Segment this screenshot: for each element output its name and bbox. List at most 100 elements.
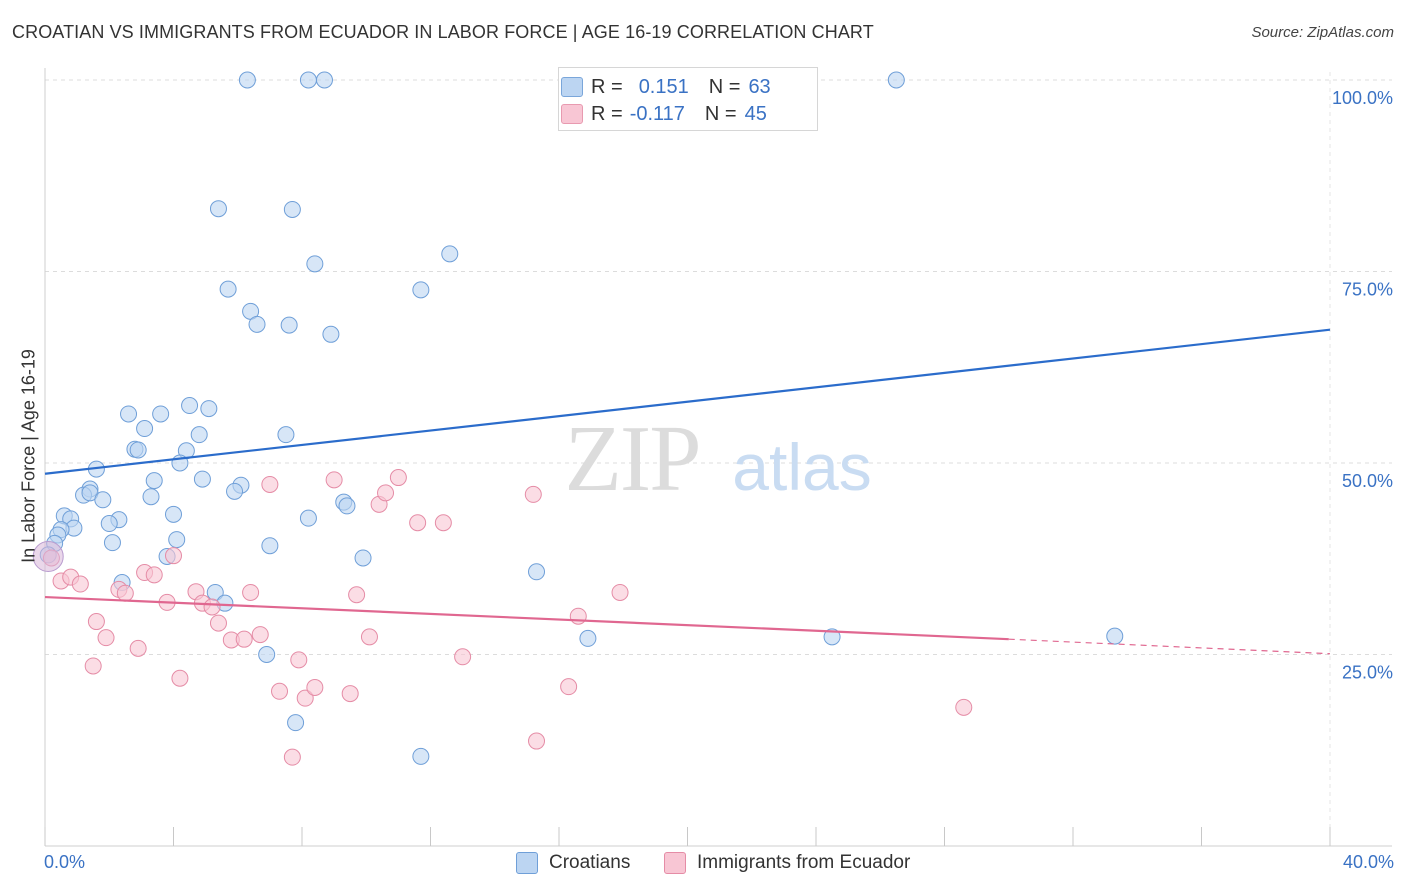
ecuador-point: [296, 689, 314, 707]
croatians-point: [277, 426, 295, 444]
croatians-point: [248, 315, 266, 333]
croatians-point: [412, 281, 430, 299]
r-label: R =: [591, 102, 623, 125]
ecuador-point: [71, 575, 89, 593]
ecuador-point: [434, 514, 452, 532]
legend-item-croatians: Croatians: [516, 852, 630, 874]
r-value: 0.151: [638, 75, 689, 98]
x-axis-min-label: 0.0%: [44, 852, 86, 872]
y-tick-label: 75.0%: [1342, 280, 1393, 300]
croatians-point: [258, 646, 276, 663]
legend-label-ecuador: Immigrants from Ecuador: [697, 852, 911, 873]
ecuador-point: [955, 698, 973, 716]
ecuador-point: [454, 648, 472, 666]
trend-lines: [44, 328, 1331, 655]
y-tick-label: 25.0%: [1342, 663, 1393, 683]
ecuador-point: [611, 583, 629, 601]
legend-label-croatians: Croatians: [549, 852, 631, 873]
croatians-point: [315, 71, 333, 89]
croatians-point: [338, 497, 356, 515]
ecuador-point: [360, 628, 378, 646]
ecuador-point: [528, 732, 546, 750]
croatians-point: [322, 325, 340, 343]
ecuador-point: [306, 678, 324, 696]
ecuador-point: [261, 475, 279, 493]
croatians-point: [209, 200, 227, 218]
ecuador-point: [116, 584, 134, 602]
croatians-point: [412, 747, 430, 765]
croatians-point: [1106, 627, 1124, 645]
croatians-point: [168, 531, 186, 549]
croatians-point: [354, 549, 372, 567]
croatians-trend-line: [44, 328, 1331, 475]
croatians-point: [579, 629, 597, 647]
ecuador-point: [409, 514, 427, 532]
cluster-point: [32, 540, 64, 572]
croatians-point: [226, 482, 244, 500]
croatians-point: [193, 470, 211, 488]
croatians-point: [103, 534, 121, 552]
croatians-point: [299, 509, 317, 527]
croatians-point: [181, 397, 199, 415]
y-axis-title: In Labor Force | Age 16-19: [18, 349, 39, 563]
stats-legend-row-croatians: R = 0.151 N = 63: [561, 74, 771, 100]
ecuador-point: [524, 485, 542, 503]
croatians-point: [142, 488, 160, 506]
r-value: -0.117: [629, 102, 685, 125]
stats-legend: R = 0.151 N = 63 R = -0.117 N = 45: [558, 67, 818, 131]
watermark: ZIP atlas: [565, 407, 872, 511]
croatians-swatch: [561, 77, 583, 97]
x-axis-max-label: 40.0%: [1342, 852, 1394, 872]
legend-swatch-croatians: [516, 852, 538, 874]
ecuador-point: [84, 657, 102, 675]
data-points: [32, 71, 1124, 766]
croatians-point: [219, 280, 237, 298]
ecuador-point: [377, 484, 395, 502]
ecuador-point: [341, 685, 359, 703]
n-value: 63: [748, 75, 771, 98]
ecuador-point: [251, 626, 269, 644]
ecuador-point: [242, 583, 260, 601]
croatians-point: [823, 628, 841, 646]
ecuador-point: [290, 651, 308, 669]
series-legend: Croatians Immigrants from Ecuador: [0, 852, 1406, 878]
chart-title: CROATIAN VS IMMIGRANTS FROM ECUADOR IN L…: [12, 22, 874, 42]
y-tick-label: 50.0%: [1342, 471, 1393, 491]
ecuador-point: [129, 639, 147, 657]
ecuador-swatch: [561, 104, 583, 124]
y-tick-labels: 25.0% 50.0% 75.0% 100.0%: [1332, 88, 1393, 683]
croatians-point: [145, 472, 163, 490]
source-credit: Source: ZipAtlas.com: [1251, 24, 1394, 41]
ecuador-point: [145, 566, 163, 584]
ecuador-trend-extension: [1008, 638, 1331, 655]
croatians-point: [136, 420, 154, 438]
croatians-point: [306, 255, 324, 273]
croatians-point: [129, 441, 147, 459]
ecuador-point: [569, 607, 587, 625]
y-tick-label: 100.0%: [1332, 88, 1393, 108]
legend-swatch-ecuador: [664, 852, 686, 874]
ecuador-point: [87, 613, 105, 631]
croatians-point: [441, 245, 459, 263]
croatians-point: [299, 71, 317, 89]
n-value: 45: [744, 102, 767, 125]
ecuador-point: [283, 748, 301, 766]
watermark-atlas: atlas: [732, 430, 871, 504]
croatians-point: [887, 71, 905, 89]
croatians-point: [120, 405, 138, 423]
croatians-point: [152, 405, 170, 423]
croatians-point: [528, 563, 546, 581]
croatians-point: [238, 71, 256, 89]
croatians-point: [200, 400, 218, 418]
croatians-point: [283, 200, 301, 218]
ecuador-trend-line: [44, 595, 1009, 641]
n-label: N =: [704, 102, 737, 125]
ecuador-point: [203, 598, 221, 616]
ecuador-point: [171, 669, 189, 687]
watermark-zip: ZIP: [565, 407, 700, 511]
ecuador-point: [97, 629, 115, 647]
ecuador-point: [209, 614, 227, 632]
croatians-point: [261, 537, 279, 555]
croatians-point: [100, 515, 118, 533]
